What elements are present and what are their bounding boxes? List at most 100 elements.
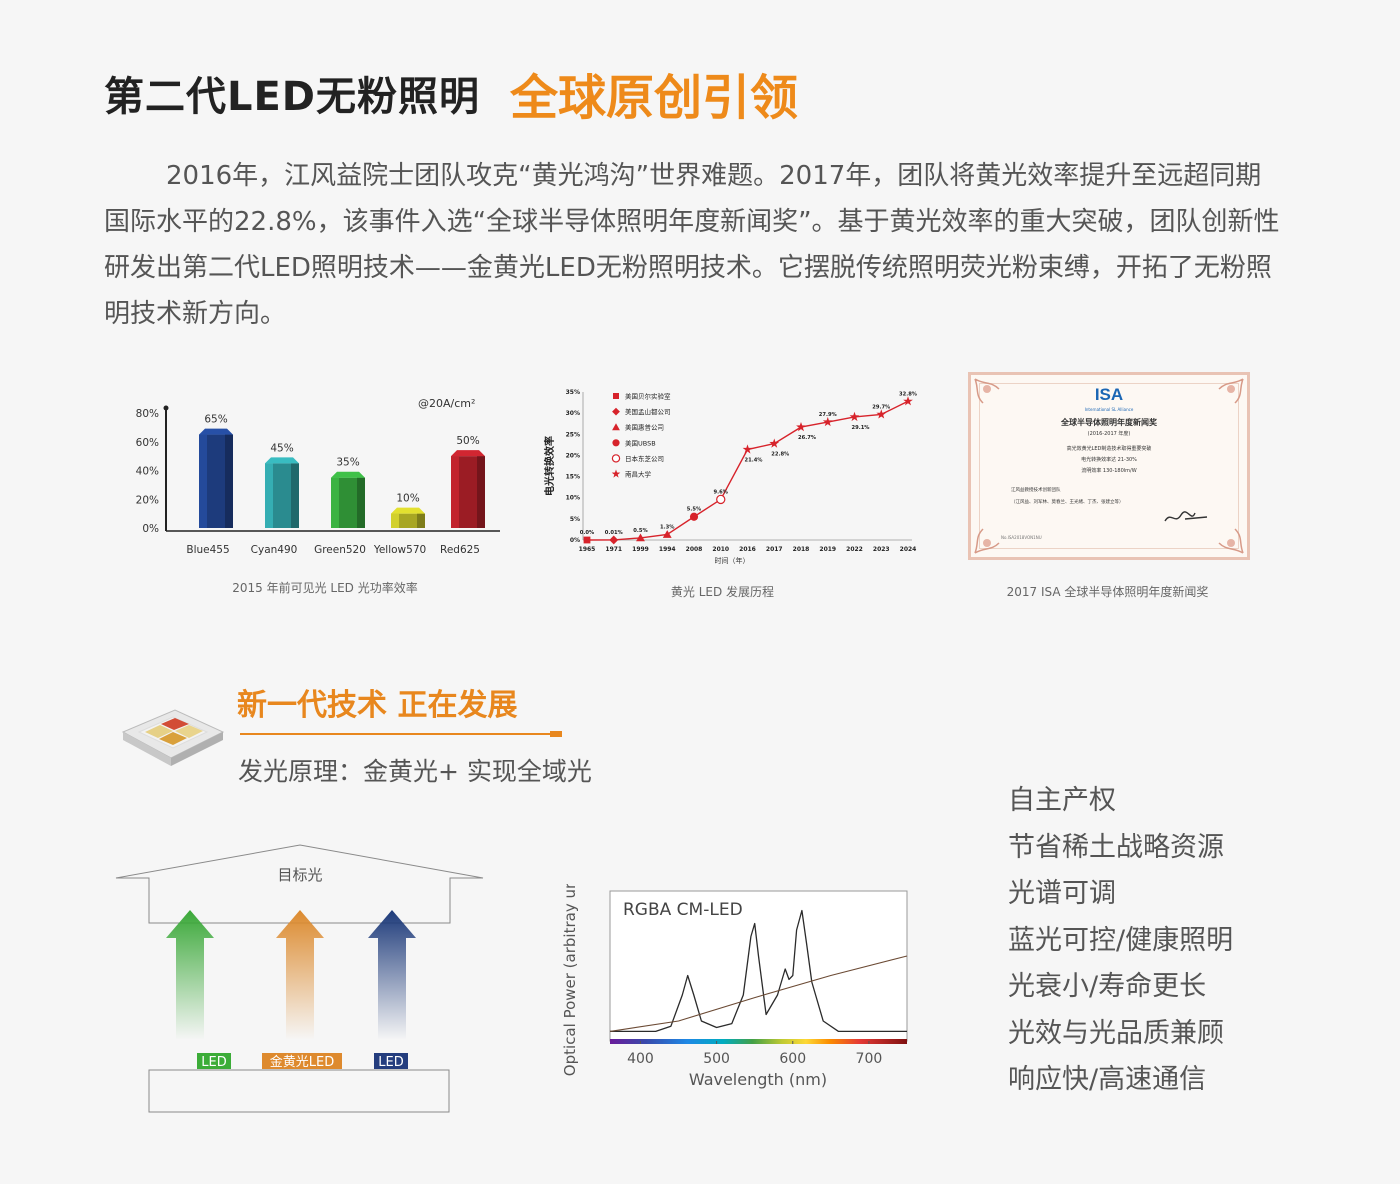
rgba-spectrum-chart: RGBA CM-LED Optical Power (arbitray unit…	[561, 884, 908, 1089]
diagram-label-led-blue: LED	[378, 1055, 403, 1070]
certificate-caption: 2017 ISA 全球半导体照明年度新闻奖	[1006, 585, 1209, 599]
bar-category-label: Blue455	[186, 544, 229, 556]
feature-underline	[240, 733, 554, 735]
history-legend-marker	[611, 454, 621, 463]
bar-value-label: 45%	[270, 442, 293, 454]
bar-y-tick: 80%	[136, 408, 159, 420]
history-point	[636, 533, 645, 542]
bar-category-label: Cyan490	[251, 544, 298, 556]
substrate-box	[148, 1069, 450, 1113]
history-point-label: 5.5%	[687, 507, 702, 513]
diagram-label-golden-led: 金黄光LED	[270, 1054, 334, 1070]
history-x-tick: 2016	[739, 546, 756, 553]
spectrum-ylabel: Optical Power (arbitray units)	[561, 884, 579, 1076]
spectrum-series-led	[610, 909, 907, 1033]
history-point	[822, 416, 833, 427]
history-x-tick: 2022	[846, 546, 863, 553]
cert-number: No.ISA2018VON1NU	[1001, 535, 1042, 540]
bar-annotation: @20A/cm²	[418, 397, 475, 410]
history-point-label: 1.3%	[660, 525, 675, 531]
history-x-tick: 2024	[900, 546, 917, 553]
bar-category-label: Yellow570	[373, 544, 426, 556]
history-point	[903, 396, 913, 406]
cert-corner-ornament	[974, 528, 1000, 554]
cert-members: （江风益、刘军林、莫春兰、王光绪、丁杰、张建立等）	[1011, 500, 1124, 505]
history-x-tick: 1965	[579, 546, 596, 553]
intro-paragraph: 2016年，江风益院士团队攻克“黄光鸿沟”世界难题。2017年，团队将黄光效率提…	[104, 161, 1280, 329]
history-point-label: 21.4%	[745, 458, 764, 464]
bar-chart-caption: 2015 年前可见光 LED 光功率效率	[232, 581, 418, 595]
history-x-tick: 2017	[766, 546, 783, 553]
cert-line-3: 流明效率 130-180lm/W	[1081, 468, 1137, 474]
history-y-tick: 5%	[570, 516, 580, 523]
history-point	[876, 409, 887, 419]
cert-line-1: 高光效黄光LED制造技术取得重要突破	[1066, 446, 1152, 452]
benefit-item: 蓝光可控/健康照明	[1008, 924, 1234, 956]
orange-arrow	[276, 910, 324, 1040]
bar-value-label: 50%	[456, 435, 479, 447]
bar-blue455	[199, 428, 233, 528]
bar-value-label: 35%	[336, 457, 359, 469]
history-point-label: 29.7%	[872, 404, 891, 410]
bar-red625	[451, 450, 485, 528]
feature-title: 新一代技术 正在发展	[237, 688, 518, 723]
cert-corner-ornament	[1218, 528, 1244, 554]
history-x-tick: 2018	[793, 546, 810, 553]
history-legend-label: 美国惠普公司	[625, 423, 664, 432]
history-point	[662, 530, 672, 538]
bar-category-label: Green520	[314, 544, 366, 556]
spectrum-x-tick: 700	[856, 1051, 883, 1067]
led-chip-illustration	[121, 709, 225, 766]
history-point	[716, 494, 726, 505]
history-point	[849, 411, 860, 422]
history-x-tick: 2019	[819, 546, 836, 553]
history-y-tick: 10%	[566, 495, 580, 502]
cert-team: 江风益教授技术创新团队	[1011, 488, 1061, 493]
history-point-label: 9.6%	[714, 489, 729, 495]
page-title-accent: 全球原创引领	[510, 70, 799, 126]
history-y-tick: 15%	[566, 474, 580, 481]
history-chart-caption: 黄光 LED 发展历程	[670, 585, 775, 599]
bar-y-tick: 20%	[136, 494, 159, 506]
history-legend-marker	[613, 393, 619, 399]
history-x-tick: 1971	[605, 546, 622, 553]
blue-arrow	[368, 910, 416, 1040]
history-legend-marker	[612, 423, 620, 431]
benefit-item: 光效与光品质兼顾	[1008, 1017, 1224, 1049]
history-legend-label: 美国贝尔实验室	[625, 392, 671, 401]
bar-cyan490	[265, 457, 299, 528]
green-arrow	[166, 910, 214, 1040]
history-point	[796, 422, 806, 432]
history-point-label: 0.5%	[633, 528, 648, 534]
cert-signature	[1164, 511, 1208, 522]
bar-category-label: Red625	[440, 544, 480, 556]
isa-logo: ISA	[1094, 385, 1124, 404]
history-point-label: 26.7%	[798, 435, 817, 441]
isa-org: International SL Alliance	[1084, 407, 1134, 412]
history-point-label: 0.01%	[605, 530, 624, 536]
benefit-item: 光衰小/寿命更长	[1008, 971, 1207, 1002]
history-legend-label: 美国孟山都公司	[625, 407, 671, 416]
history-x-tick: 2008	[686, 546, 703, 553]
history-point	[742, 444, 753, 454]
efficiency-bar-chart: @20A/cm² 0% 20% 40% 60% 80% 65% Blue455 45% Cyan…	[136, 397, 500, 556]
target-light-label: 目标光	[277, 866, 322, 884]
history-point-label: 29.1%	[852, 425, 871, 431]
history-y-tick: 25%	[566, 431, 580, 438]
target-light-roof	[115, 844, 484, 924]
benefit-item: 自主产权	[1008, 785, 1116, 816]
bar-y-tick: 0%	[142, 523, 159, 535]
bar-green520	[331, 471, 365, 528]
history-legend-label: 南昌大学	[625, 470, 652, 479]
bar-value-label: 65%	[204, 414, 227, 426]
history-y-tick: 0%	[570, 537, 580, 544]
spectrum-xlabel: Wavelength (nm)	[689, 1070, 827, 1089]
history-xlabel: 时间（年）	[715, 556, 750, 565]
history-x-tick: 1999	[632, 546, 649, 553]
history-point	[583, 536, 591, 544]
history-point-label: 22.8%	[771, 452, 790, 458]
history-legend-label: 日本东芝公司	[625, 454, 664, 463]
feature-subtitle: 发光原理：金黄光+ 实现全域光	[238, 757, 592, 786]
bar-axis-dot	[163, 405, 169, 411]
bar-yellow570	[391, 507, 425, 528]
